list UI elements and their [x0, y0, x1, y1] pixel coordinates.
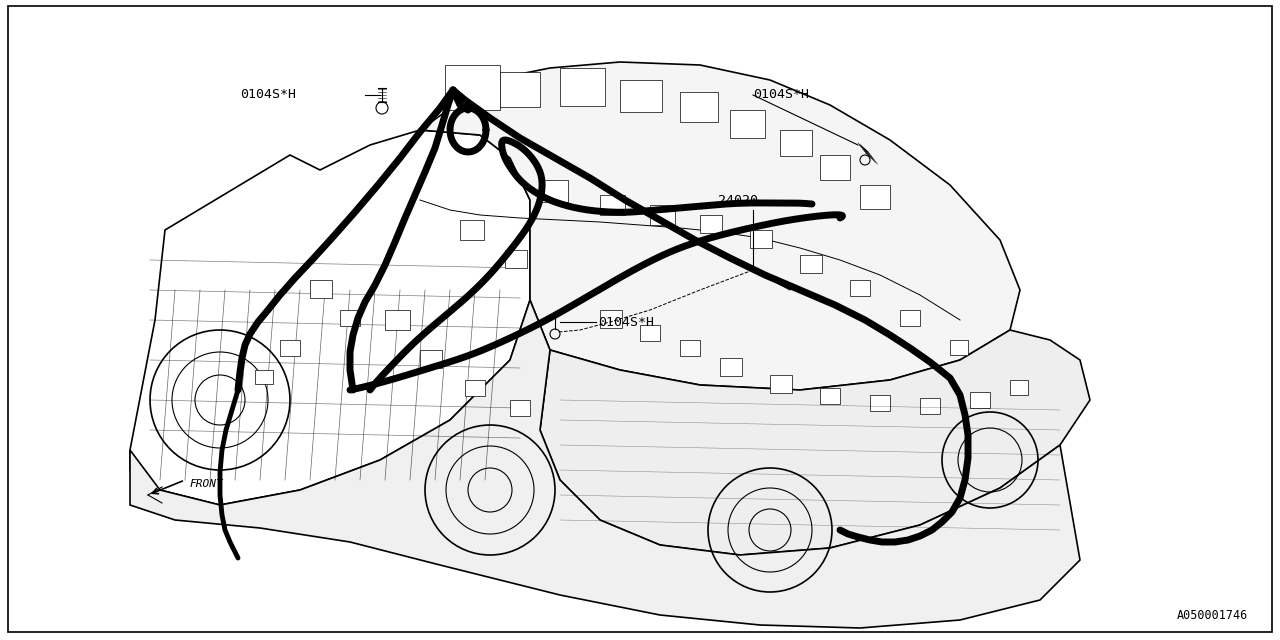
Bar: [600, 195, 625, 215]
Polygon shape: [540, 330, 1091, 555]
Bar: [620, 80, 662, 112]
Bar: [420, 350, 442, 368]
Bar: [385, 310, 410, 330]
Polygon shape: [420, 62, 1020, 390]
Bar: [870, 395, 890, 411]
Bar: [850, 280, 870, 296]
Bar: [255, 370, 273, 384]
Bar: [680, 340, 700, 356]
Text: FRONT: FRONT: [189, 479, 224, 489]
Bar: [340, 310, 360, 326]
Text: A050001746: A050001746: [1176, 609, 1248, 622]
Bar: [280, 340, 300, 356]
Bar: [1010, 380, 1028, 395]
Bar: [719, 358, 742, 376]
Bar: [950, 340, 968, 355]
Text: 24020: 24020: [718, 193, 758, 207]
Bar: [509, 400, 530, 416]
Bar: [561, 68, 605, 106]
Bar: [650, 205, 675, 225]
Polygon shape: [131, 300, 1080, 628]
Bar: [680, 92, 718, 122]
Bar: [460, 220, 484, 240]
Bar: [750, 230, 772, 248]
Bar: [900, 310, 920, 326]
Bar: [700, 215, 722, 233]
Bar: [600, 310, 622, 328]
Bar: [820, 388, 840, 404]
Bar: [640, 325, 660, 341]
Bar: [920, 398, 940, 414]
Bar: [800, 255, 822, 273]
Bar: [970, 392, 989, 408]
Bar: [500, 72, 540, 107]
Bar: [540, 180, 568, 202]
Text: 0104S*H: 0104S*H: [241, 88, 296, 102]
Bar: [860, 185, 890, 209]
Bar: [465, 380, 485, 396]
Bar: [730, 110, 765, 138]
Text: 0104S*H: 0104S*H: [753, 88, 809, 102]
Bar: [780, 130, 812, 156]
Polygon shape: [131, 130, 530, 505]
Text: 0104S*H: 0104S*H: [598, 316, 654, 328]
Bar: [771, 375, 792, 393]
Bar: [506, 250, 527, 268]
Bar: [310, 280, 332, 298]
Bar: [445, 65, 500, 110]
Bar: [820, 155, 850, 180]
